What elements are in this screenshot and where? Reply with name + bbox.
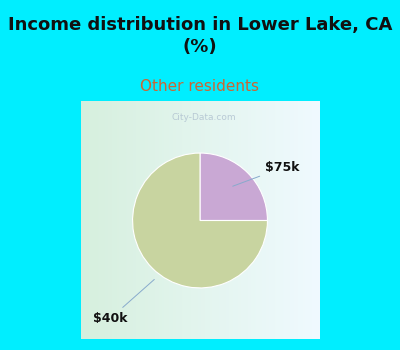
Text: $75k: $75k (233, 161, 300, 186)
Text: Income distribution in Lower Lake, CA
(%): Income distribution in Lower Lake, CA (%… (8, 16, 392, 56)
Wedge shape (200, 153, 268, 220)
Text: Other residents: Other residents (140, 79, 260, 94)
Text: City-Data.com: City-Data.com (172, 113, 236, 122)
Text: $40k: $40k (93, 279, 154, 325)
Wedge shape (132, 153, 268, 288)
